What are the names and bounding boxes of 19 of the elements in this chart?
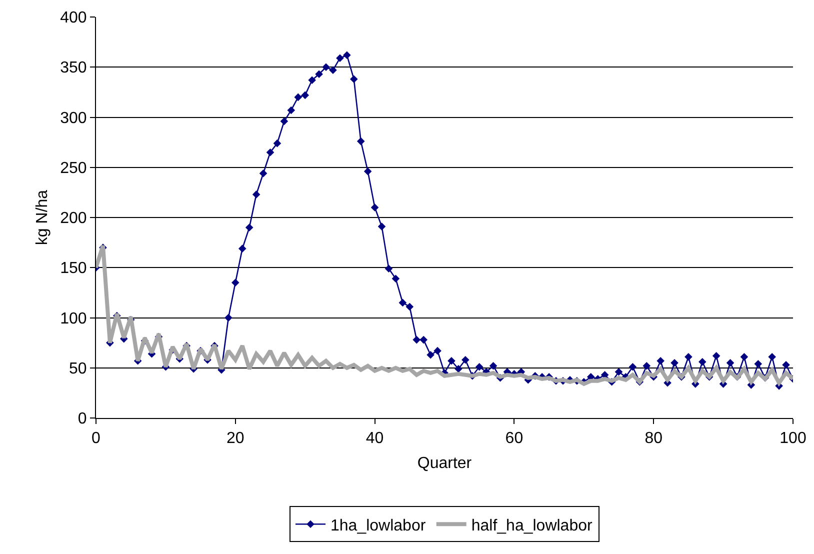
y-tick-label: 150 xyxy=(60,260,87,278)
x-tick-label: 100 xyxy=(780,430,806,448)
y-tick-label: 100 xyxy=(60,310,87,328)
y-tick-label: 50 xyxy=(69,360,87,378)
x-tick-label: 40 xyxy=(366,430,384,448)
y-tick-label: 400 xyxy=(60,10,87,27)
y-axis-title: kg N/ha xyxy=(34,190,51,246)
x-tick-label: 20 xyxy=(226,430,244,448)
x-tick-label: 80 xyxy=(644,430,663,448)
y-tick-label: 200 xyxy=(60,210,87,228)
x-axis-title: Quarter xyxy=(417,454,472,472)
y-tick-label: 300 xyxy=(60,110,87,127)
legend-label: 1ha_lowlabor xyxy=(330,517,426,534)
legend-label: half_ha_lowlabor xyxy=(471,517,593,534)
y-tick-label: 0 xyxy=(78,410,87,428)
y-tick-label: 250 xyxy=(60,160,87,177)
x-tick-label: 60 xyxy=(505,430,524,448)
x-tick-label: 0 xyxy=(92,430,101,448)
y-tick-label: 350 xyxy=(60,60,87,77)
